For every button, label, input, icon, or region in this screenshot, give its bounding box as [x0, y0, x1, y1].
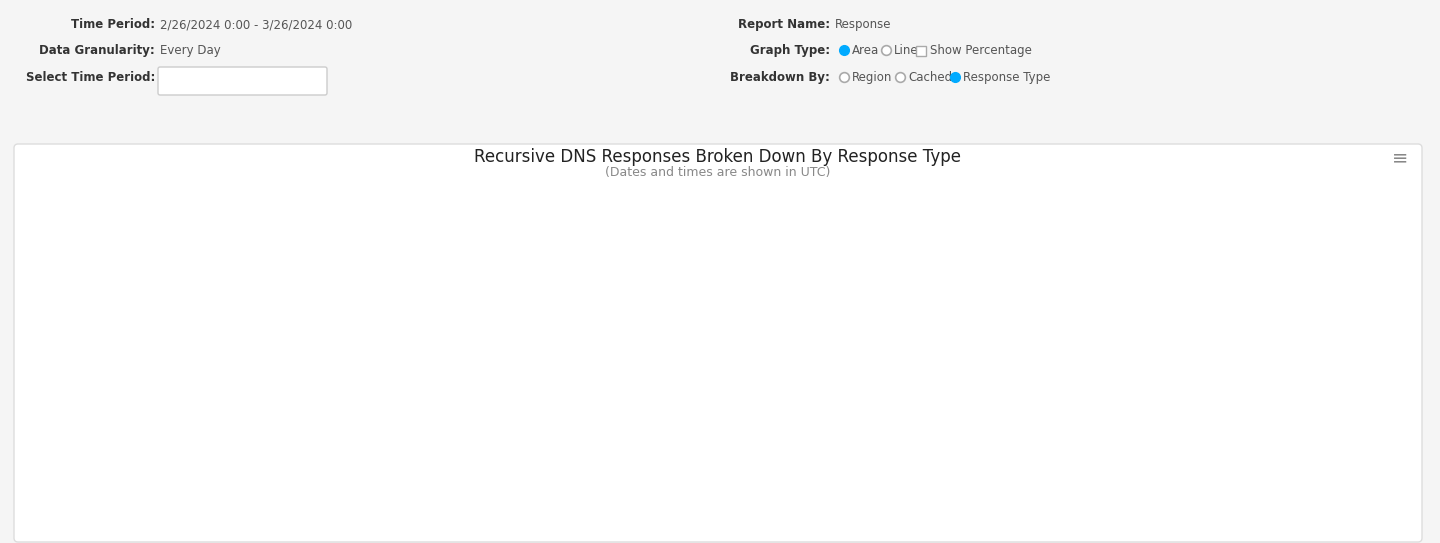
FancyBboxPatch shape	[158, 67, 327, 95]
Text: Every Day: Every Day	[160, 44, 220, 57]
Text: Response: Response	[835, 18, 891, 31]
Text: Select Time Period:: Select Time Period:	[26, 71, 156, 84]
Y-axis label: No. of Responses: No. of Responses	[46, 277, 59, 377]
Text: 2/26/2024 0:00 - 3/26/2024 0:00: 2/26/2024 0:00 - 3/26/2024 0:00	[160, 18, 353, 31]
Bar	[916, 46, 926, 56]
Text: Region: Region	[852, 71, 893, 84]
FancyBboxPatch shape	[14, 144, 1423, 542]
Text: Past 1 Month: Past 1 Month	[197, 73, 274, 86]
Text: Cached: Cached	[909, 71, 952, 84]
Text: (Dates and times are shown in UTC): (Dates and times are shown in UTC)	[605, 166, 831, 179]
Text: Report Name:: Report Name:	[737, 18, 829, 31]
Text: Time Period:: Time Period:	[71, 18, 156, 31]
Text: ∨: ∨	[318, 73, 327, 86]
Text: Data Granularity:: Data Granularity:	[39, 44, 156, 57]
Text: ≡: ≡	[1391, 148, 1408, 167]
Text: Breakdown By:: Breakdown By:	[730, 71, 829, 84]
Text: Line: Line	[894, 44, 919, 57]
Text: Show Percentage: Show Percentage	[930, 44, 1032, 57]
Text: Area: Area	[852, 44, 880, 57]
Text: Recursive DNS Responses Broken Down By Response Type: Recursive DNS Responses Broken Down By R…	[475, 148, 962, 166]
Text: Response Type: Response Type	[963, 71, 1050, 84]
Text: Graph Type:: Graph Type:	[750, 44, 829, 57]
